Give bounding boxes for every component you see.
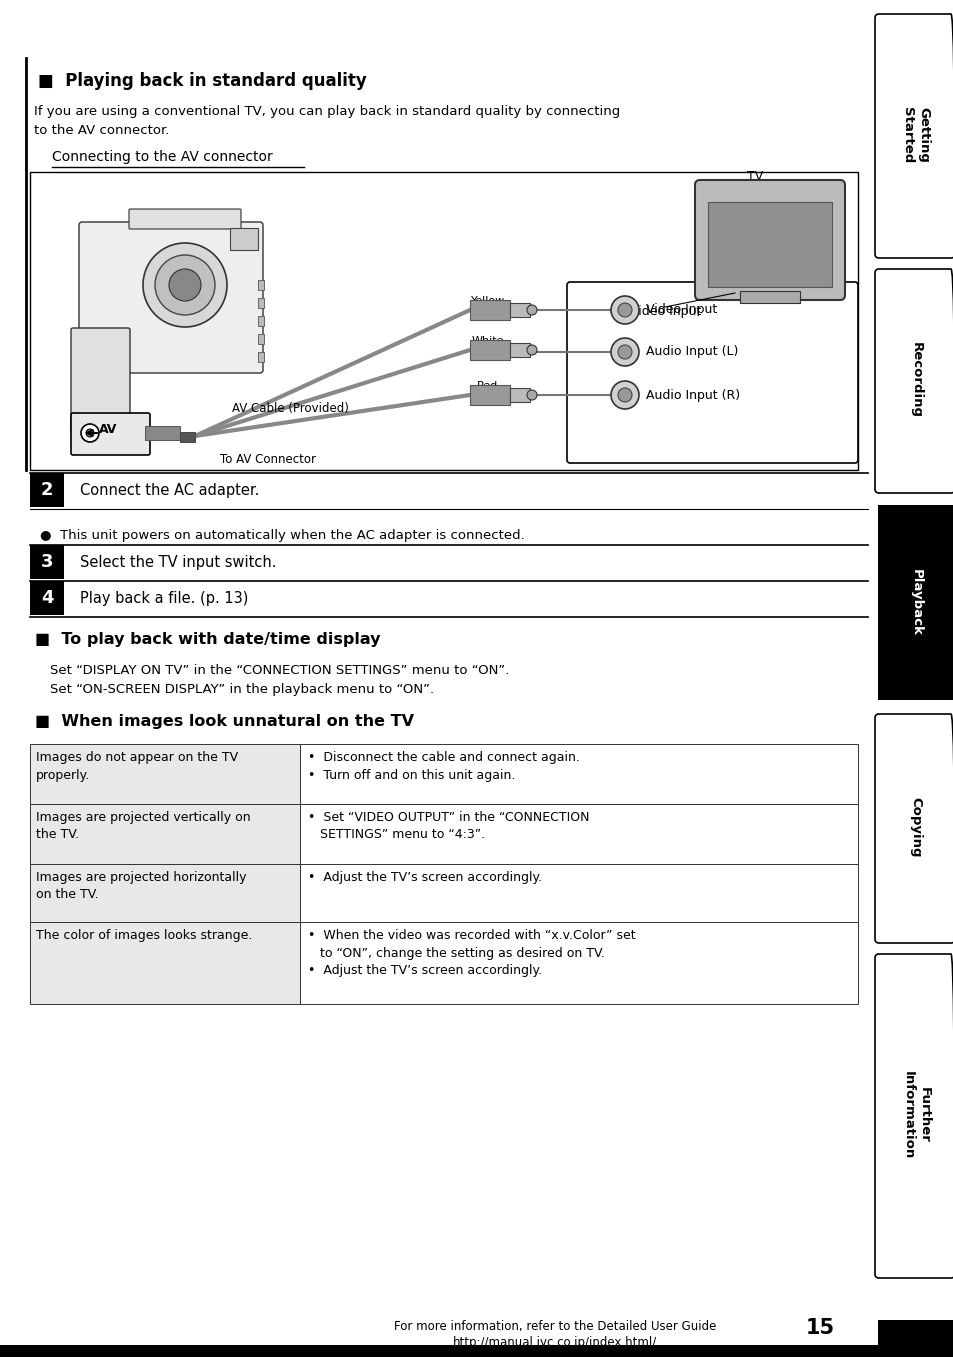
- Bar: [877, 505, 953, 700]
- Circle shape: [143, 243, 227, 327]
- Bar: [740, 290, 800, 303]
- Circle shape: [610, 338, 639, 366]
- Bar: [510, 303, 530, 318]
- Circle shape: [526, 389, 537, 400]
- Text: Connecting to the AV connector: Connecting to the AV connector: [52, 151, 273, 164]
- Circle shape: [169, 269, 201, 301]
- Circle shape: [81, 423, 99, 442]
- Text: 3: 3: [41, 554, 53, 571]
- Bar: [30, 474, 64, 508]
- Bar: [510, 343, 530, 357]
- Bar: [30, 803, 299, 864]
- Text: AV: AV: [99, 423, 117, 436]
- Text: Audio Input (R): Audio Input (R): [645, 388, 740, 402]
- Text: Copying: Copying: [908, 798, 922, 858]
- Bar: [257, 334, 264, 345]
- Text: 4: 4: [41, 589, 53, 607]
- Bar: [257, 351, 264, 362]
- Text: To AV Connector: To AV Connector: [220, 453, 315, 465]
- Text: TV: TV: [746, 170, 762, 183]
- Text: If you are using a conventional TV, you can play back in standard quality by con: If you are using a conventional TV, you …: [34, 104, 619, 137]
- Circle shape: [610, 381, 639, 408]
- Text: Images are projected horizontally
on the TV.: Images are projected horizontally on the…: [36, 871, 246, 901]
- Circle shape: [618, 303, 631, 318]
- FancyBboxPatch shape: [79, 223, 263, 373]
- Text: Getting
Started: Getting Started: [901, 107, 929, 163]
- Bar: [30, 864, 299, 921]
- Bar: [30, 546, 64, 579]
- Bar: [30, 172, 857, 470]
- Text: •  Set “VIDEO OUTPUT” in the “CONNECTION
   SETTINGS” menu to “4:3”.: • Set “VIDEO OUTPUT” in the “CONNECTION …: [308, 811, 589, 841]
- Bar: [257, 316, 264, 326]
- Text: Set “DISPLAY ON TV” in the “CONNECTION SETTINGS” menu to “ON”.
Set “ON-SCREEN DI: Set “DISPLAY ON TV” in the “CONNECTION S…: [50, 664, 509, 696]
- Text: Yellow: Yellow: [471, 296, 504, 305]
- Bar: [707, 202, 831, 286]
- Circle shape: [618, 345, 631, 360]
- Bar: [180, 432, 194, 442]
- Bar: [299, 803, 857, 864]
- Bar: [0, 1345, 953, 1357]
- Circle shape: [86, 429, 94, 437]
- Circle shape: [154, 255, 214, 315]
- Text: Images do not appear on the TV
properly.: Images do not appear on the TV properly.: [36, 750, 238, 782]
- Text: For more information, refer to the Detailed User Guide: For more information, refer to the Detai…: [394, 1320, 716, 1333]
- Circle shape: [526, 305, 537, 315]
- Text: Video Input: Video Input: [629, 305, 700, 318]
- Text: Play back a file. (p. 13): Play back a file. (p. 13): [80, 590, 248, 605]
- Bar: [877, 1320, 953, 1339]
- Bar: [257, 299, 264, 308]
- Bar: [299, 744, 857, 803]
- Text: Video Input: Video Input: [645, 304, 717, 316]
- Circle shape: [610, 296, 639, 324]
- Text: •  When the video was recorded with “x.v.Color” set
   to “ON”, change the setti: • When the video was recorded with “x.v.…: [308, 930, 635, 977]
- Bar: [257, 280, 264, 290]
- Circle shape: [618, 388, 631, 402]
- Text: ●  This unit powers on automatically when the AC adapter is connected.: ● This unit powers on automatically when…: [40, 529, 524, 541]
- Bar: [510, 388, 530, 402]
- Text: Further
Information: Further Information: [901, 1071, 929, 1159]
- Text: Select the TV input switch.: Select the TV input switch.: [80, 555, 276, 570]
- FancyBboxPatch shape: [566, 282, 857, 463]
- FancyBboxPatch shape: [129, 209, 241, 229]
- Text: White: White: [471, 337, 504, 346]
- Bar: [30, 581, 64, 615]
- Text: 15: 15: [804, 1318, 834, 1338]
- Bar: [230, 228, 257, 250]
- Text: •  Adjust the TV’s screen accordingly.: • Adjust the TV’s screen accordingly.: [308, 871, 541, 883]
- Bar: [30, 744, 299, 803]
- FancyBboxPatch shape: [71, 328, 130, 432]
- Text: ■  To play back with date/time display: ■ To play back with date/time display: [35, 632, 380, 647]
- Text: Connect the AC adapter.: Connect the AC adapter.: [80, 483, 259, 498]
- Bar: [877, 1337, 953, 1357]
- Bar: [877, 955, 953, 1276]
- Bar: [470, 385, 510, 404]
- Bar: [145, 426, 180, 440]
- FancyBboxPatch shape: [695, 180, 844, 300]
- Circle shape: [526, 345, 537, 356]
- Bar: [877, 270, 953, 490]
- Text: AV Cable (Provided): AV Cable (Provided): [232, 402, 348, 415]
- Bar: [470, 341, 510, 360]
- Text: ■  When images look unnatural on the TV: ■ When images look unnatural on the TV: [35, 714, 414, 729]
- Bar: [30, 921, 299, 1004]
- Text: Playback: Playback: [908, 569, 922, 636]
- Text: ■  Playing back in standard quality: ■ Playing back in standard quality: [38, 72, 366, 90]
- Text: 2: 2: [41, 480, 53, 499]
- Text: The color of images looks strange.: The color of images looks strange.: [36, 930, 253, 942]
- Bar: [470, 300, 510, 320]
- FancyBboxPatch shape: [71, 413, 150, 455]
- Text: Recording: Recording: [908, 342, 922, 418]
- Text: Images are projected vertically on
the TV.: Images are projected vertically on the T…: [36, 811, 251, 841]
- Bar: [299, 864, 857, 921]
- Text: Red: Red: [476, 381, 498, 391]
- Bar: [299, 921, 857, 1004]
- Text: •  Disconnect the cable and connect again.
•  Turn off and on this unit again.: • Disconnect the cable and connect again…: [308, 750, 579, 782]
- Bar: [877, 15, 953, 255]
- Text: http://manual.jvc.co.jp/index.html/: http://manual.jvc.co.jp/index.html/: [453, 1337, 657, 1349]
- Bar: [877, 715, 953, 940]
- Text: Audio Input (L): Audio Input (L): [645, 346, 738, 358]
